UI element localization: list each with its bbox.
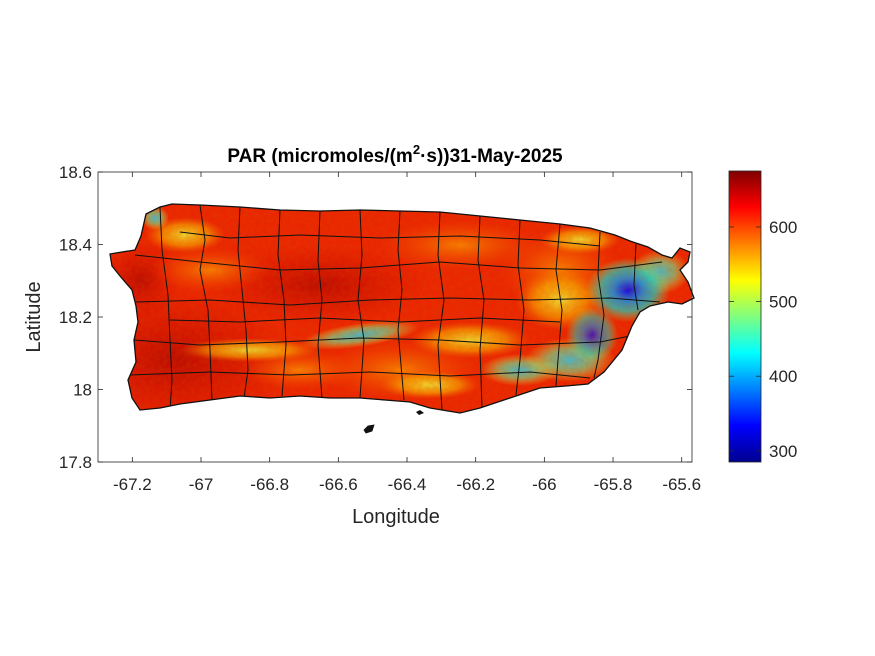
colorbar	[728, 170, 762, 463]
y-tick-label: 18.2	[59, 308, 92, 327]
x-tick-label: -67.2	[113, 475, 152, 494]
x-tick-label: -66.4	[388, 475, 427, 494]
x-axis-ticks: -67.2 -67 -66.8 -66.6 -66.4 -66.2 -66 -65.8 -65.…	[113, 172, 701, 494]
small-island	[416, 410, 424, 415]
y-tick-label: 18	[73, 381, 92, 400]
colorbar-ticks: 300 400 500 600	[729, 218, 797, 461]
small-island	[363, 424, 375, 434]
x-tick-label: -66.2	[456, 475, 495, 494]
y-axis-ticks: 17.8 18 18.2 18.4 18.6	[59, 163, 692, 472]
y-tick-label: 18.6	[59, 163, 92, 182]
x-tick-label: -66.6	[319, 475, 358, 494]
x-tick-label: -67	[189, 475, 214, 494]
colorbar-tick-label: 500	[769, 293, 797, 312]
x-tick-label: -65.6	[662, 475, 701, 494]
x-tick-label: -66.8	[250, 475, 289, 494]
y-axis-label: Latitude	[23, 281, 45, 352]
colorbar-tick-label: 400	[769, 367, 797, 386]
x-tick-label: -65.8	[594, 475, 633, 494]
x-tick-label: -66	[532, 475, 557, 494]
colorbar-tick-label: 600	[769, 218, 797, 237]
colorbar-tick-label: 300	[769, 442, 797, 461]
municipality-boundaries	[129, 204, 663, 411]
chart-title: PAR (micromoles/(m2·s))31-May-2025	[227, 142, 563, 167]
y-tick-label: 18.4	[59, 236, 92, 255]
y-tick-label: 17.8	[59, 453, 92, 472]
x-axis-label: Longitude	[352, 506, 440, 528]
